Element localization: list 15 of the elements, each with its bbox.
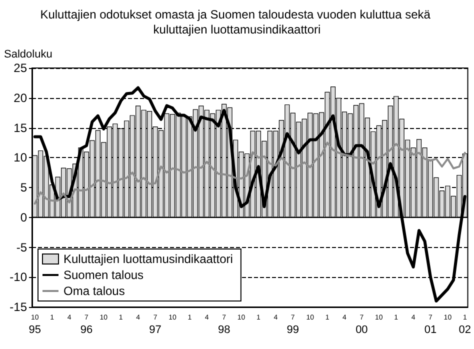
y-tick-label: -15 [10,300,28,314]
y-tick-label: 5 [20,180,28,194]
y-axis-title: Saldoluku [4,48,52,60]
y-tick-label: -5 [16,240,28,254]
y-tick-label: 0 [20,210,28,224]
y-tick-label: 20 [14,90,28,105]
legend-label: Suomen talous [64,268,144,282]
legend-label: Kuluttajien luottamusindikaattori [64,252,233,266]
line-series [34,142,466,205]
y-tick-label: 25 [14,61,28,75]
chart-title: Kuluttajien odotukset omasta ja Suomen taloudesta vuoden kuluttua sekä kuluttajien luottamusindikaattori [40,8,434,36]
legend-label: Oma talous [64,284,125,298]
y-tick-label: 15 [14,120,28,135]
y-tick-label: 10 [14,150,28,165]
y-tick-label: -10 [10,270,28,284]
